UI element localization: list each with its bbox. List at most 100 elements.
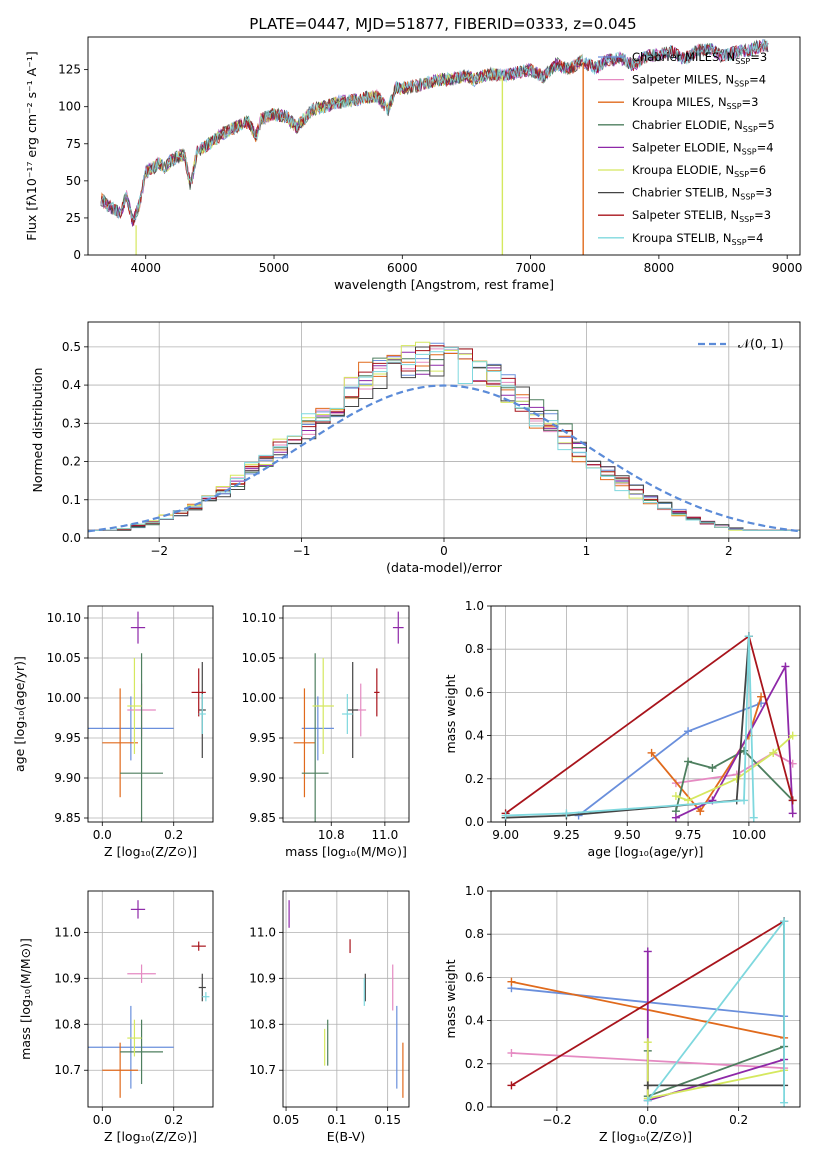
x-axis-label: age [log₁₀(age/yr)]: [588, 844, 704, 859]
weight_vs_age-panel: 9.00 9.25 9.50 9.75 10.00 0.0 0.2 0.4 0.6 0.8 1.0 a…: [443, 599, 801, 859]
y-tick-label: 10.8: [54, 1017, 81, 1031]
y-tick-label: 10.05: [47, 651, 81, 665]
legend-label: Salpeter STELIB, NSSP=3: [632, 208, 771, 224]
y-tick-label: 10.00: [47, 691, 81, 705]
x-axis-label: mass [log₁₀(M/M⊙)]: [285, 844, 407, 859]
x-tick-label: 9.25: [553, 828, 580, 842]
x-tick-label: 0.2: [164, 828, 183, 842]
x-tick-label: 10.8: [318, 828, 345, 842]
y-tick-label: 9.90: [249, 771, 276, 785]
y-tick-label: 0.4: [465, 729, 484, 743]
x-tick-label: 11.0: [372, 828, 399, 842]
y-tick-label: 10.9: [249, 971, 276, 985]
y-tick-label: 9.85: [249, 811, 276, 825]
y-tick-label: 9.90: [54, 771, 81, 785]
figure-title: PLATE=0447, MJD=51877, FIBERID=0333, z=0…: [249, 15, 636, 33]
y-tick-label: 125: [58, 63, 81, 77]
y-axis-label: age [log₁₀(age/yr)]: [12, 656, 27, 772]
axes-frame: [490, 605, 801, 823]
weight-series-line: [647, 921, 785, 1087]
weight-series-line: [646, 1042, 785, 1100]
spectrum-line: [100, 40, 769, 221]
histogram-step: [88, 346, 800, 531]
axes-frame: [490, 890, 801, 1108]
x-axis-label: Z [log₁₀(Z/Z⊙)]: [104, 1129, 197, 1144]
age_vs_Z-panel: 0.0 0.2 9.85 9.90 9.95 10.00 10.05 10.10 Z [log₁…: [12, 605, 214, 859]
y-tick-label: 11.0: [249, 925, 276, 939]
weight-series-line: [650, 696, 762, 813]
y-tick-label: 1.0: [465, 884, 484, 898]
y-tick-label: 9.95: [249, 731, 276, 745]
normal-curve: [88, 384, 800, 533]
legend-label: Chabrier STELIB, NSSP=3: [632, 186, 772, 202]
y-tick-label: 10.7: [249, 1063, 276, 1077]
plot-area: [507, 917, 789, 1107]
mass_vs_EBV-panel: 0.05 0.1 0.15 10.7 10.8 10.9 11.0 E(B-V): [249, 890, 410, 1144]
x-tick-label: −0.2: [542, 1113, 571, 1127]
y-axis-label: Flux [fλ10⁻¹⁷ erg cm⁻² s⁻¹ A⁻¹]: [24, 51, 39, 240]
y-axis-label: mass weight: [443, 674, 458, 753]
y-tick-label: 50: [66, 174, 81, 188]
weight-series-line: [646, 951, 785, 1102]
spectrum-line: [100, 53, 584, 225]
y-tick-label: 0.2: [62, 455, 81, 469]
legend-label: Kroupa STELIB, NSSP=4: [632, 231, 763, 247]
weight-series-line: [646, 1045, 785, 1098]
x-tick-label: 8000: [644, 261, 675, 275]
y-axis-label: mass [log₁₀(M/M⊙)]: [18, 938, 33, 1060]
x-tick-label: 6000: [387, 261, 418, 275]
weight-series-line: [510, 920, 785, 1087]
y-tick-label: 10.8: [249, 1017, 276, 1031]
x-axis-label: Z [log₁₀(Z/Z⊙)]: [599, 1129, 692, 1144]
weight-series-line: [675, 734, 794, 802]
y-tick-label: 10.00: [242, 691, 276, 705]
spectrum-legend: Chabrier MILES, NSSP=3 Salpeter MILES, NS…: [598, 50, 775, 247]
y-tick-label: 9.85: [54, 811, 81, 825]
histogram-step: [88, 347, 800, 531]
x-tick-label: −2: [150, 544, 168, 558]
x-tick-label: 9.00: [492, 828, 519, 842]
plot-area: [88, 611, 206, 822]
y-tick-label: 9.95: [54, 731, 81, 745]
plot-area: [293, 611, 404, 822]
y-axis-label: mass weight: [443, 959, 458, 1038]
mass_vs_Z-panel: 0.0 0.2 10.7 10.8 10.9 11.0 Z [log₁₀(Z/Z⊙)] mas…: [18, 890, 214, 1144]
x-tick-label: 2: [725, 544, 733, 558]
weight-series-line: [675, 663, 794, 819]
x-tick-label: 9000: [772, 261, 803, 275]
y-tick-label: 10.7: [54, 1063, 81, 1077]
x-tick-label: 0.05: [273, 1113, 300, 1127]
weight-series-line: [675, 751, 794, 784]
y-tick-label: 0.8: [465, 642, 484, 656]
y-tick-label: 11.0: [54, 925, 81, 939]
x-tick-label: 0.0: [638, 1113, 657, 1127]
plot-area: [100, 39, 769, 255]
y-tick-label: 100: [58, 100, 81, 114]
y-tick-label: 0.4: [62, 378, 81, 392]
x-axis-label: wavelength [Angstrom, rest frame]: [334, 277, 554, 292]
x-tick-label: −1: [293, 544, 311, 558]
y-tick-label: 10.10: [47, 611, 81, 625]
y-tick-label: 0.3: [62, 416, 81, 430]
y-tick-label: 0.0: [465, 815, 484, 829]
x-tick-label: 1: [583, 544, 591, 558]
x-axis-label: (data-model)/error: [386, 560, 503, 575]
x-tick-label: 9.50: [614, 828, 641, 842]
x-tick-label: 10.00: [732, 828, 766, 842]
axes-frame: [87, 605, 214, 823]
age_vs_mass-panel: 10.8 11.0 9.85 9.90 9.95 10.00 10.05 10.10 mass …: [242, 605, 410, 859]
legend-label: Kroupa MILES, NSSP=3: [632, 95, 758, 111]
axes-frame: [87, 890, 214, 1108]
x-tick-label: 9.75: [675, 828, 702, 842]
axes-frame: [282, 890, 410, 1108]
y-tick-label: 0.2: [465, 1057, 484, 1071]
x-axis-label: Z [log₁₀(Z/Z⊙)]: [104, 844, 197, 859]
y-tick-label: 0.0: [62, 531, 81, 545]
x-tick-label: 4000: [130, 261, 161, 275]
x-tick-label: 7000: [515, 261, 546, 275]
axes-frame: [282, 605, 410, 823]
plot-area: [88, 900, 210, 1098]
x-tick-label: 0.2: [164, 1113, 183, 1127]
weight-series-line: [505, 636, 755, 818]
